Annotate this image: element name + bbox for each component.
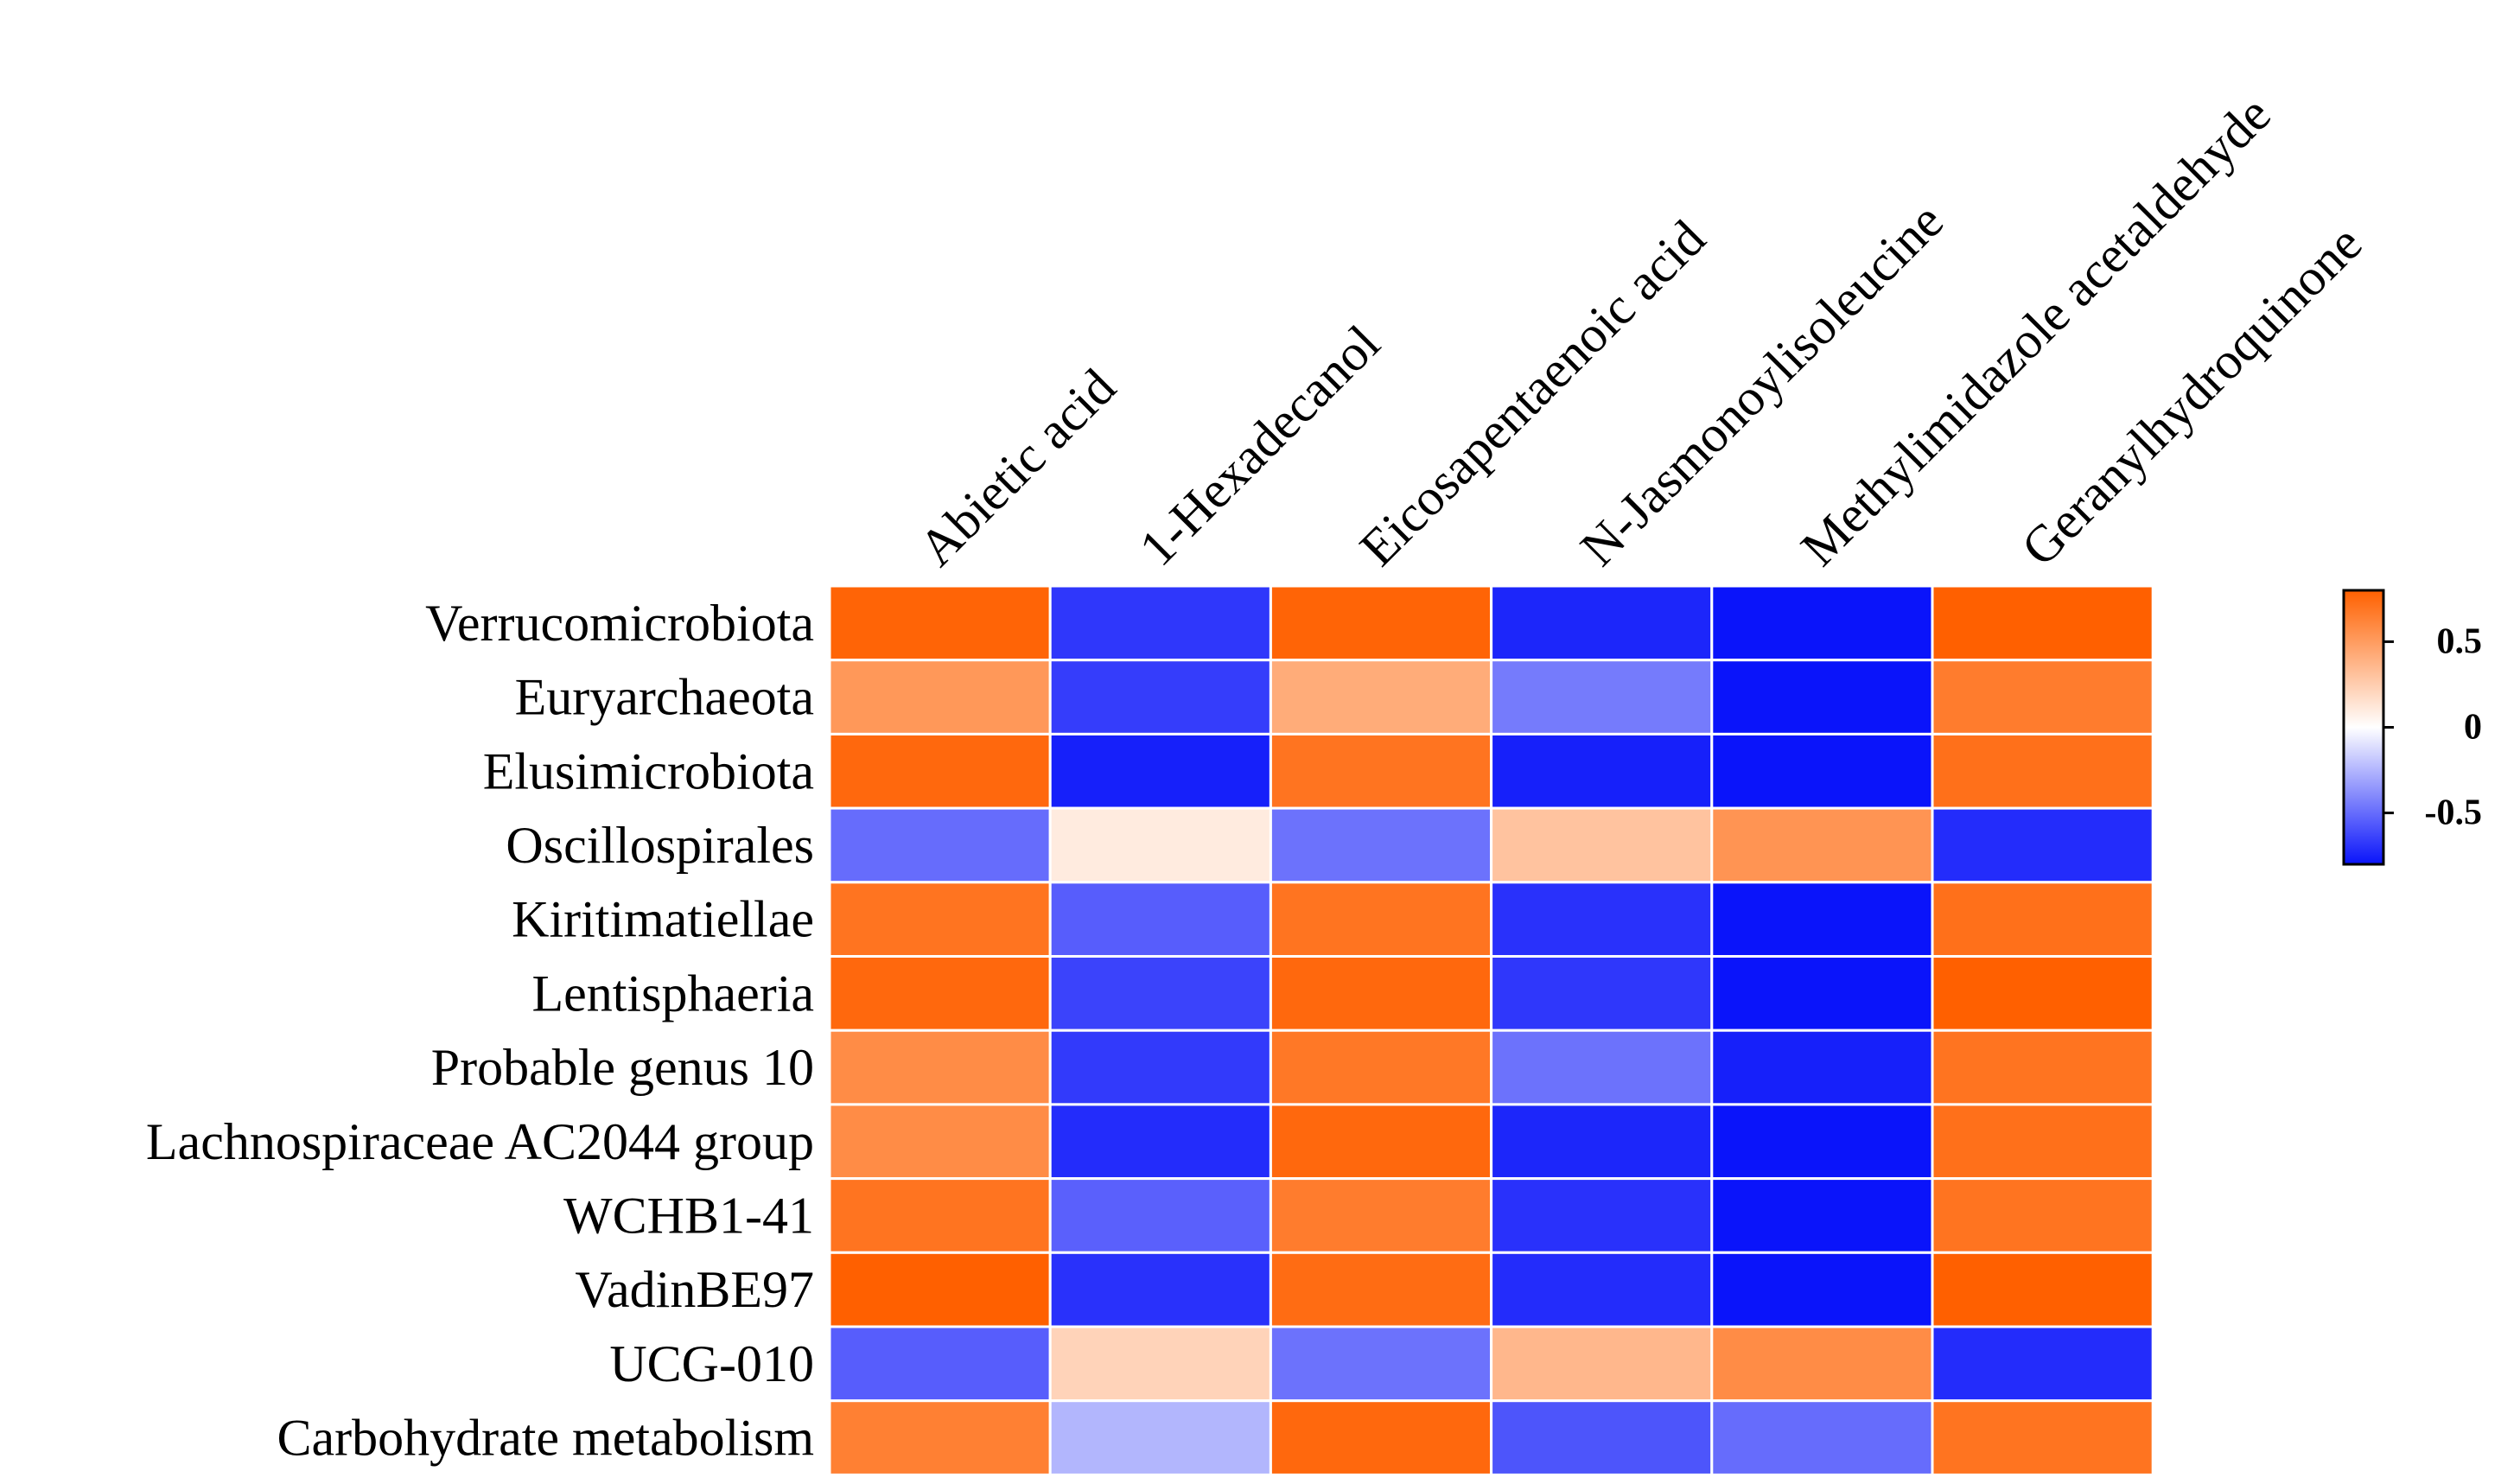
cell-kiritimatiellae-n-jasmonoylisoleucine: [1490, 881, 1714, 958]
cell-euryarchaeota-n-jasmonoylisoleucine: [1490, 659, 1714, 736]
cell-vadinbe97-eicosapentaenoic-acid: [1269, 1251, 1493, 1328]
column-label-n-jasmonoylisoleucine: N-Jasmonoylisoleucine: [1569, 192, 1954, 576]
cell-oscillospirales-1-hexadecanol: [1048, 806, 1272, 884]
row-label-carbohydrate-metabolism: Carbohydrate metabolism: [277, 1410, 814, 1467]
cell-wchb1-41-methylimidazole-acetaldehyde: [1710, 1177, 1934, 1254]
cell-probable-genus-10-1-hexadecanol: [1048, 1029, 1272, 1106]
cell-carbohydrate-metabolism-abietic-acid: [828, 1399, 1052, 1476]
cell-verrucomicrobiota-eicosapentaenoic-acid: [1269, 584, 1493, 662]
cell-oscillospirales-eicosapentaenoic-acid: [1269, 806, 1493, 884]
heatmap-cells: [828, 584, 2154, 1476]
cell-ucg-010-n-jasmonoylisoleucine: [1490, 1325, 1714, 1403]
row-labels: Verrucomicrobiota Euryarchaeota Elusimicro…: [146, 595, 814, 1467]
colorbar-tick-label: 0: [2464, 708, 2482, 748]
cell-wchb1-41-geranylhydroquinone: [1931, 1177, 2154, 1254]
cell-oscillospirales-n-jasmonoylisoleucine: [1490, 806, 1714, 884]
row-label-euryarchaeota: Euryarchaeota: [515, 669, 814, 726]
cell-carbohydrate-metabolism-eicosapentaenoic-acid: [1269, 1399, 1493, 1476]
cell-euryarchaeota-geranylhydroquinone: [1931, 659, 2154, 736]
cell-carbohydrate-metabolism-1-hexadecanol: [1048, 1399, 1272, 1476]
cell-lachnospiraceae-ac2044-group-abietic-acid: [828, 1103, 1052, 1181]
cell-elusimicrobiota-geranylhydroquinone: [1931, 732, 2154, 810]
cell-verrucomicrobiota-1-hexadecanol: [1048, 584, 1272, 662]
cell-vadinbe97-1-hexadecanol: [1048, 1251, 1272, 1328]
cell-elusimicrobiota-abietic-acid: [828, 732, 1052, 810]
cell-oscillospirales-methylimidazole-acetaldehyde: [1710, 806, 1934, 884]
cell-lachnospiraceae-ac2044-group-n-jasmonoylisoleucine: [1490, 1103, 1714, 1181]
row-label-vadinbe97: VadinBE97: [575, 1261, 814, 1318]
cell-verrucomicrobiota-methylimidazole-acetaldehyde: [1710, 584, 1934, 662]
column-label-abietic-acid: Abietic acid: [908, 358, 1127, 576]
cell-verrucomicrobiota-n-jasmonoylisoleucine: [1490, 584, 1714, 662]
cell-probable-genus-10-eicosapentaenoic-acid: [1269, 1029, 1493, 1106]
cell-probable-genus-10-geranylhydroquinone: [1931, 1029, 2154, 1106]
cell-elusimicrobiota-methylimidazole-acetaldehyde: [1710, 732, 1934, 810]
cell-oscillospirales-geranylhydroquinone: [1931, 806, 2154, 884]
cell-elusimicrobiota-1-hexadecanol: [1048, 732, 1272, 810]
cell-ucg-010-geranylhydroquinone: [1931, 1325, 2154, 1403]
cell-verrucomicrobiota-geranylhydroquinone: [1931, 584, 2154, 662]
cell-lentisphaeria-methylimidazole-acetaldehyde: [1710, 955, 1934, 1032]
cell-wchb1-41-abietic-acid: [828, 1177, 1052, 1254]
cell-lachnospiraceae-ac2044-group-eicosapentaenoic-acid: [1269, 1103, 1493, 1181]
colorbar-ticks: 0.5 0 -0.5: [2383, 621, 2483, 833]
colorbar-gradient: [2342, 589, 2385, 866]
cell-elusimicrobiota-eicosapentaenoic-acid: [1269, 732, 1493, 810]
cell-kiritimatiellae-geranylhydroquinone: [1931, 881, 2154, 958]
row-label-lentisphaeria: Lentisphaeria: [531, 965, 814, 1022]
cell-oscillospirales-abietic-acid: [828, 806, 1052, 884]
cell-euryarchaeota-1-hexadecanol: [1048, 659, 1272, 736]
row-label-probable-genus-10: Probable genus 10: [431, 1039, 814, 1096]
cell-carbohydrate-metabolism-geranylhydroquinone: [1931, 1399, 2154, 1476]
cell-carbohydrate-metabolism-methylimidazole-acetaldehyde: [1710, 1399, 1934, 1476]
cell-vadinbe97-geranylhydroquinone: [1931, 1251, 2154, 1328]
cell-ucg-010-1-hexadecanol: [1048, 1325, 1272, 1403]
cell-wchb1-41-1-hexadecanol: [1048, 1177, 1272, 1254]
cell-ucg-010-abietic-acid: [828, 1325, 1052, 1403]
cell-lachnospiraceae-ac2044-group-1-hexadecanol: [1048, 1103, 1272, 1181]
row-label-verrucomicrobiota: Verrucomicrobiota: [425, 595, 814, 652]
cell-euryarchaeota-eicosapentaenoic-acid: [1269, 659, 1493, 736]
cell-vadinbe97-n-jasmonoylisoleucine: [1490, 1251, 1714, 1328]
cell-euryarchaeota-abietic-acid: [828, 659, 1052, 736]
column-labels: Abietic acid 1-HexadecanolEicosapentaenoi…: [908, 86, 2373, 577]
column-label-methylimidazole-acetaldehyde: Methylimidazole acetaldehyde: [1790, 86, 2281, 577]
cell-ucg-010-methylimidazole-acetaldehyde: [1710, 1325, 1934, 1403]
colorbar-tick-label: -0.5: [2425, 793, 2483, 833]
colorbar: 0.5 0 -0.5: [2342, 589, 2483, 866]
cell-euryarchaeota-methylimidazole-acetaldehyde: [1710, 659, 1934, 736]
cell-wchb1-41-eicosapentaenoic-acid: [1269, 1177, 1493, 1254]
colorbar-tick-label: 0.5: [2437, 621, 2483, 661]
cell-elusimicrobiota-n-jasmonoylisoleucine: [1490, 732, 1714, 810]
cell-kiritimatiellae-eicosapentaenoic-acid: [1269, 881, 1493, 958]
cell-carbohydrate-metabolism-n-jasmonoylisoleucine: [1490, 1399, 1714, 1476]
row-label-elusimicrobiota: Elusimicrobiota: [483, 742, 814, 799]
cell-probable-genus-10-methylimidazole-acetaldehyde: [1710, 1029, 1934, 1106]
row-label-oscillospirales: Oscillospirales: [506, 817, 814, 874]
cell-verrucomicrobiota-abietic-acid: [828, 584, 1052, 662]
row-label-wchb1-41: WCHB1-41: [563, 1187, 814, 1244]
row-label-kiritimatiellae: Kiritimatiellae: [512, 891, 814, 948]
cell-lentisphaeria-eicosapentaenoic-acid: [1269, 955, 1493, 1032]
cell-vadinbe97-methylimidazole-acetaldehyde: [1710, 1251, 1934, 1328]
cell-kiritimatiellae-abietic-acid: [828, 881, 1052, 958]
cell-lachnospiraceae-ac2044-group-geranylhydroquinone: [1931, 1103, 2154, 1181]
cell-probable-genus-10-abietic-acid: [828, 1029, 1052, 1106]
cell-lachnospiraceae-ac2044-group-methylimidazole-acetaldehyde: [1710, 1103, 1934, 1181]
cell-lentisphaeria-1-hexadecanol: [1048, 955, 1272, 1032]
row-label-ucg-010: UCG-010: [609, 1335, 814, 1392]
cell-probable-genus-10-n-jasmonoylisoleucine: [1490, 1029, 1714, 1106]
cell-lentisphaeria-abietic-acid: [828, 955, 1052, 1032]
cell-kiritimatiellae-methylimidazole-acetaldehyde: [1710, 881, 1934, 958]
cell-lentisphaeria-geranylhydroquinone: [1931, 955, 2154, 1032]
row-label-lachnospiraceae-ac2044-group: Lachnospiraceae AC2044 group: [146, 1113, 814, 1170]
cell-kiritimatiellae-1-hexadecanol: [1048, 881, 1272, 958]
cell-vadinbe97-abietic-acid: [828, 1251, 1052, 1328]
cell-lentisphaeria-n-jasmonoylisoleucine: [1490, 955, 1714, 1032]
cell-ucg-010-eicosapentaenoic-acid: [1269, 1325, 1493, 1403]
cell-wchb1-41-n-jasmonoylisoleucine: [1490, 1177, 1714, 1254]
